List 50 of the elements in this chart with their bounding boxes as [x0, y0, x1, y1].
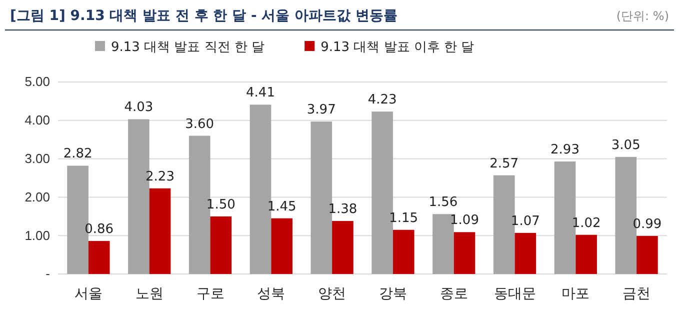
x-tick-label: 양천 — [318, 284, 346, 301]
chart-title: [그림 1] 9.13 대책 발표 전 후 한 달 - 서울 아파트값 변동률 — [10, 8, 398, 24]
bar — [636, 236, 658, 274]
x-tick-label: 종로 — [440, 284, 468, 301]
data-label: 4.23 — [368, 92, 397, 108]
data-label: 1.50 — [206, 197, 236, 212]
y-tick-label: 5.00 — [24, 74, 50, 90]
data-label: 4.41 — [246, 86, 275, 101]
data-label: 1.56 — [428, 195, 458, 210]
y-tick-label: 1.00 — [24, 228, 50, 243]
data-label: 1.09 — [450, 213, 479, 228]
x-tick-label: 마포 — [562, 284, 590, 301]
x-tick-label: 강북 — [378, 284, 407, 301]
y-tick-label: - — [46, 266, 50, 282]
data-label: 2.82 — [63, 146, 92, 162]
bar — [392, 230, 414, 274]
y-tick-label: 2.00 — [24, 189, 50, 204]
text: (단위: %) — [616, 9, 669, 23]
bar — [514, 232, 536, 274]
data-label: 2.23 — [146, 169, 174, 184]
x-tick-label: 동대문 — [494, 284, 536, 301]
data-label: 1.45 — [267, 199, 296, 214]
x-tick-label: 성북 — [257, 284, 286, 301]
x-tick-label: 구로 — [196, 284, 224, 301]
legend-label: 9.13 대책 발표 이후 한 달 — [320, 40, 474, 55]
data-label: 3.97 — [306, 102, 336, 118]
x-tick-label: 노원 — [135, 284, 164, 301]
bar — [88, 240, 110, 274]
data-label: 2.93 — [550, 142, 580, 158]
data-label: 1.38 — [328, 202, 358, 218]
data-label: 0.99 — [632, 216, 662, 232]
data-label: 4.03 — [124, 100, 154, 116]
data-label: 2.57 — [490, 156, 519, 172]
bar — [454, 232, 476, 274]
legend-label: 9.13 대책 발표 직전 한 달 — [111, 40, 265, 55]
bar — [271, 218, 292, 274]
y-tick-label: 4.00 — [24, 112, 50, 128]
data-label: 1.15 — [389, 210, 418, 226]
data-label: 1.07 — [510, 214, 540, 229]
bar — [210, 216, 232, 274]
y-tick-label: 3.00 — [24, 150, 50, 166]
bar — [332, 221, 354, 274]
data-label: 3.60 — [185, 116, 214, 132]
bar — [576, 234, 597, 274]
data-label: 3.05 — [611, 138, 640, 153]
bar — [149, 188, 171, 274]
data-label: 1.02 — [572, 216, 601, 231]
data-label: 0.86 — [84, 222, 114, 237]
x-tick-label: 서울 — [74, 284, 102, 301]
x-tick-label: 금천 — [622, 284, 651, 301]
